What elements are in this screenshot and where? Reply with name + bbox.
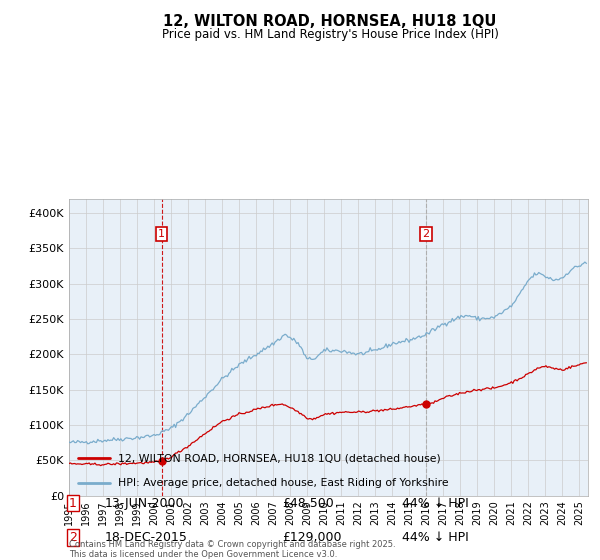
- Text: 44% ↓ HPI: 44% ↓ HPI: [402, 497, 469, 510]
- Text: Price paid vs. HM Land Registry's House Price Index (HPI): Price paid vs. HM Land Registry's House …: [161, 28, 499, 41]
- Text: 2: 2: [69, 531, 77, 544]
- Text: 1: 1: [69, 497, 77, 510]
- Text: 18-DEC-2015: 18-DEC-2015: [105, 531, 188, 544]
- Text: HPI: Average price, detached house, East Riding of Yorkshire: HPI: Average price, detached house, East…: [119, 478, 449, 488]
- Text: 12, WILTON ROAD, HORNSEA, HU18 1QU (detached house): 12, WILTON ROAD, HORNSEA, HU18 1QU (deta…: [119, 454, 441, 464]
- Text: 12, WILTON ROAD, HORNSEA, HU18 1QU: 12, WILTON ROAD, HORNSEA, HU18 1QU: [163, 14, 497, 29]
- Text: 13-JUN-2000: 13-JUN-2000: [105, 497, 185, 510]
- Text: 44% ↓ HPI: 44% ↓ HPI: [402, 531, 469, 544]
- Text: £129,000: £129,000: [282, 531, 341, 544]
- Text: 2: 2: [422, 229, 430, 239]
- Text: 1: 1: [158, 229, 165, 239]
- Text: £48,500: £48,500: [282, 497, 334, 510]
- Text: Contains HM Land Registry data © Crown copyright and database right 2025.
This d: Contains HM Land Registry data © Crown c…: [69, 540, 395, 559]
